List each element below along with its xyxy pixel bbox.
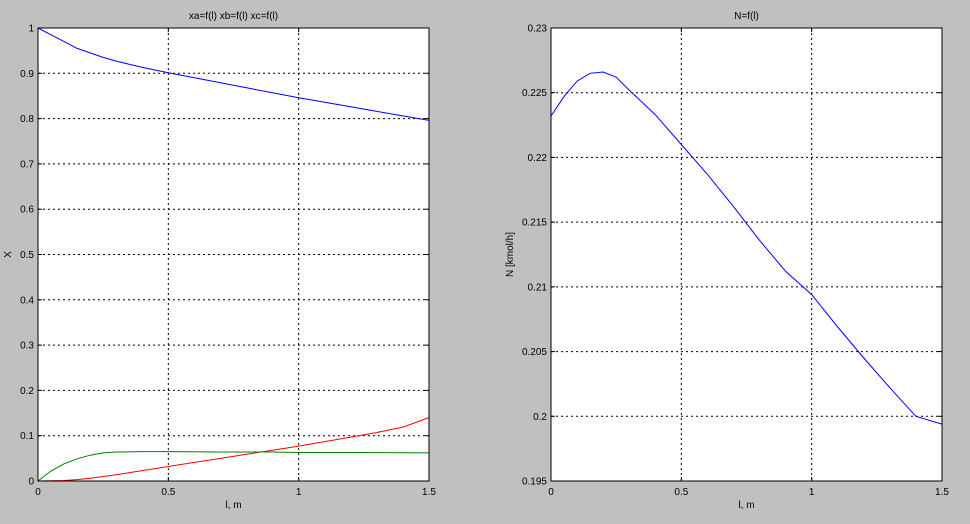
chart-title: xa=f(l) xb=f(l) xc=f(l) — [189, 11, 278, 22]
y-tick-label: 0.21 — [528, 282, 548, 293]
x-tick-label: 0 — [548, 487, 554, 498]
y-tick-label: 0.215 — [522, 218, 547, 229]
y-tick-label: 0.4 — [20, 295, 34, 306]
plot-frame — [550, 27, 943, 482]
x-tick-label: 1 — [809, 487, 815, 498]
y-tick-label: 0.22 — [528, 153, 548, 164]
y-tick-label: 0 — [28, 477, 34, 488]
y-tick-label: 0.1 — [20, 431, 34, 442]
series-line-1 — [37, 27, 430, 121]
y-axis-label: X — [3, 251, 14, 258]
y-tick-label: 0.9 — [20, 69, 34, 80]
x-tick-label: 0.5 — [674, 487, 688, 498]
y-tick-label: 0.23 — [528, 24, 548, 35]
chart-title: N=f(l) — [734, 11, 759, 22]
x-tick-label: 1 — [296, 487, 302, 498]
y-tick-label: 0.225 — [522, 88, 547, 99]
y-tick-label: 0.3 — [20, 341, 34, 352]
y-tick-label: 1 — [28, 24, 34, 35]
y-tick-label: 0.7 — [20, 159, 34, 170]
y-tick-label: 0.5 — [20, 250, 34, 261]
series-line-1 — [550, 71, 943, 425]
x-tick-label: 1.5 — [935, 487, 949, 498]
x-axis-label: l, m — [738, 500, 754, 511]
x-tick-label: 0.5 — [161, 487, 175, 498]
y-tick-label: 0.2 — [20, 386, 34, 397]
plot-area — [551, 28, 942, 481]
series-line-2 — [37, 417, 430, 482]
y-tick-label: 0.195 — [522, 477, 547, 488]
chart-2: 0 0.5 1 1.5 0.195 0.2 0.205 0.21 0.215 0.22 0.225 0… — [505, 11, 949, 511]
x-axis-label: l, m — [225, 500, 241, 511]
y-axis-label: N [kmol/h] — [505, 232, 516, 277]
y-tick-label: 0.205 — [522, 347, 547, 358]
x-tick-label: 0 — [35, 487, 41, 498]
plot-frame — [37, 27, 430, 482]
y-tick-label: 0.2 — [533, 412, 547, 423]
y-tick-label: 0.8 — [20, 114, 34, 125]
x-tick-label: 1.5 — [422, 487, 436, 498]
series-line-3 — [37, 451, 430, 482]
y-tick-label: 0.6 — [20, 205, 34, 216]
chart-1: 0 0.5 1 1.5 0 0.1 0.2 0.3 0.4 0.5 0.6 0.7 0.8 0.9 1 xa=… — [3, 11, 436, 511]
